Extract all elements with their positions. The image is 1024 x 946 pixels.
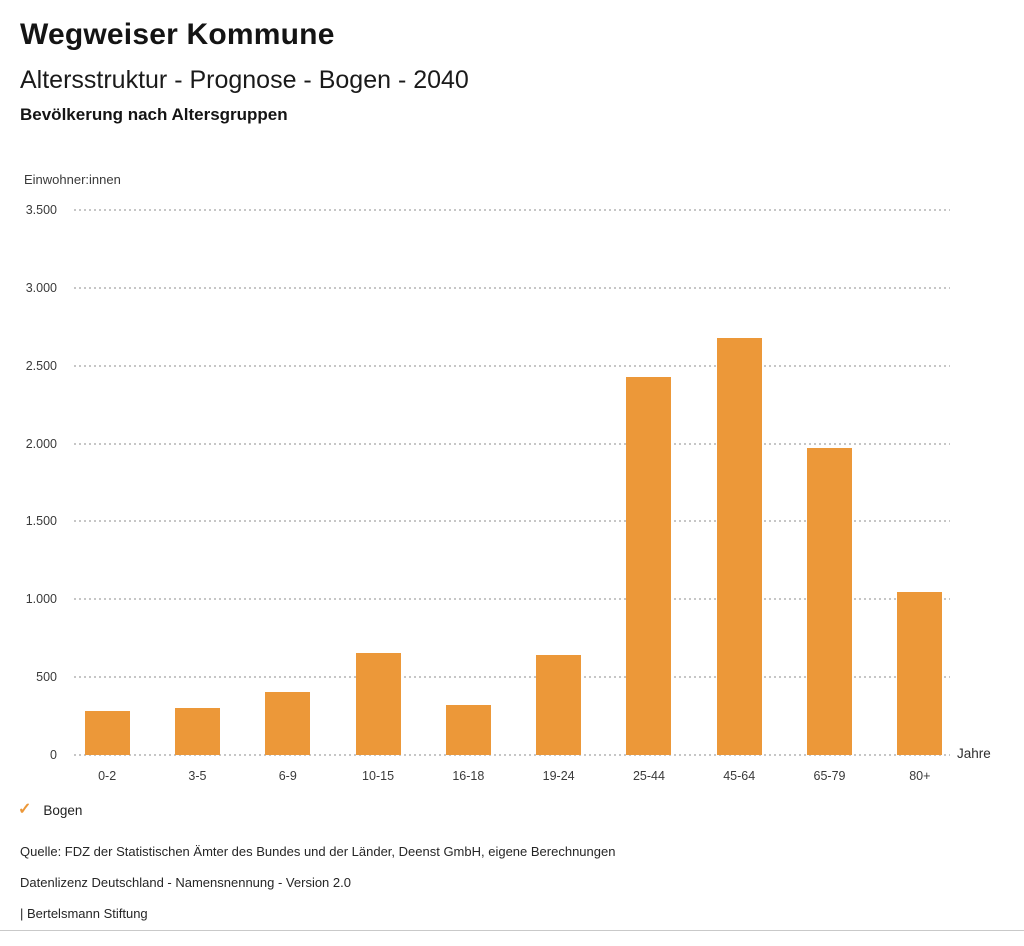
page-title: Wegweiser Kommune	[20, 18, 335, 51]
gridline	[74, 286, 950, 289]
bar-slot: 25-44	[604, 210, 694, 783]
attribution-text: | Bertelsmann Stiftung	[20, 906, 148, 921]
checkmark-icon: ✓	[18, 801, 32, 818]
gridline	[74, 676, 950, 679]
x-tick-label: 16-18	[452, 769, 485, 783]
bar-slot: 80+	[875, 210, 965, 783]
page-subtitle: Altersstruktur - Prognose - Bogen - 2040	[20, 66, 469, 94]
y-axis-title: Einwohner:innen	[24, 172, 121, 187]
bar-slot: 65-79	[784, 210, 874, 783]
gridline	[74, 364, 950, 367]
chart-heading: Bevölkerung nach Altersgruppen	[20, 105, 288, 124]
x-tick-label: 6-9	[278, 769, 297, 783]
bar-3-5[interactable]	[174, 708, 220, 755]
bar-slot: 19-24	[513, 210, 603, 783]
source-text: Quelle: FDZ der Statistischen Ämter des …	[20, 844, 616, 859]
gridline	[74, 442, 950, 445]
y-tick-label: 3.000	[25, 280, 57, 295]
x-axis-title: Jahre	[957, 746, 991, 761]
bar-80+[interactable]	[897, 592, 943, 755]
legend-label: Bogen	[43, 802, 83, 818]
bar-slot: 0-2	[62, 210, 152, 783]
bar-19-24[interactable]	[536, 655, 582, 755]
x-tick-label: 65-79	[813, 769, 846, 783]
bar-slot: 3-5	[152, 210, 242, 783]
x-tick-label: 25-44	[632, 769, 665, 783]
bar-45-64[interactable]	[716, 337, 762, 755]
y-tick-label: 2.500	[25, 358, 57, 373]
bar-slot: 16-18	[423, 210, 513, 783]
y-tick-label: 2.000	[25, 436, 57, 451]
legend-item-bogen[interactable]: ✓ Bogen	[18, 802, 82, 818]
bar-6-9[interactable]	[265, 691, 311, 755]
y-tick-label: 500	[36, 670, 57, 685]
x-tick-label: 19-24	[542, 769, 575, 783]
gridline	[74, 209, 950, 211]
gridline	[74, 754, 950, 756]
x-tick-label: 80+	[909, 769, 931, 783]
bars-layer: 0-2 3-5 6-9 10-15 16-18 19-24 25-44 45-64 65-79 8…	[62, 210, 965, 783]
bar-slot: 6-9	[243, 210, 333, 783]
bar-slot: 45-64	[694, 210, 784, 783]
y-tick-label: 1.000	[25, 592, 57, 607]
bar-25-44[interactable]	[626, 377, 672, 755]
y-tick-label: 3.500	[25, 203, 57, 217]
x-tick-label: 45-64	[723, 769, 756, 783]
x-tick-label: 10-15	[362, 769, 395, 783]
bar-0-2[interactable]	[84, 710, 130, 755]
gridline	[74, 520, 950, 523]
bar-65-79[interactable]	[807, 448, 853, 755]
y-tick-label: 1.500	[25, 514, 57, 529]
bar-16-18[interactable]	[445, 705, 491, 755]
bar-slot: 10-15	[333, 210, 423, 783]
gridline	[74, 598, 950, 601]
y-tick-label: 0	[50, 748, 57, 762]
x-tick-label: 0-2	[98, 769, 117, 783]
bar-10-15[interactable]	[355, 653, 401, 755]
bottom-divider	[0, 930, 1024, 931]
bar-chart-plot-area: 0 500 1.000 1.500 2.000 2.500 3.000 3.500 0-2 3-…	[0, 203, 1024, 783]
x-tick-label: 3-5	[188, 769, 207, 783]
license-text: Datenlizenz Deutschland - Namensnennung …	[20, 875, 351, 890]
